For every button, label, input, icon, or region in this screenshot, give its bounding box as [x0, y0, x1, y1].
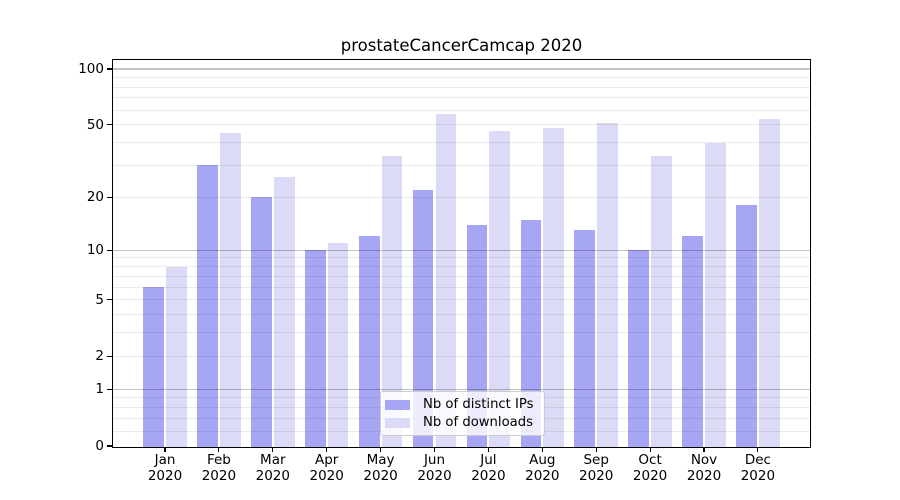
x-tick-label: Oct 2020: [620, 452, 680, 485]
legend-label-distinct-ips: Nb of distinct IPs: [423, 397, 534, 412]
x-tick-month: May: [366, 451, 395, 468]
bar-distinct-ips-feb: [197, 165, 218, 447]
y-tick-label: 50: [86, 116, 104, 133]
x-tick-year: 2020: [363, 468, 398, 484]
x-tick-label: Jan 2020: [135, 452, 195, 485]
x-tick-year: 2020: [147, 468, 183, 484]
x-tick-mark: [649, 447, 651, 452]
legend-swatch-distinct-ips: [385, 399, 410, 410]
bars-layer: [113, 60, 810, 447]
x-tick-mark: [164, 447, 166, 452]
x-tick-mark: [326, 447, 328, 452]
x-tick-label: Jun 2020: [405, 452, 465, 485]
y-tick-label: 2: [95, 348, 104, 365]
plot-area: Nb of distinct IPs Nb of downloads: [112, 59, 811, 448]
x-tick-month: Dec: [744, 451, 771, 468]
x-tick-year: 2020: [525, 468, 560, 484]
x-tick-label: Jul 2020: [458, 452, 518, 485]
bar-downloads-oct: [651, 155, 672, 447]
bar-downloads-may: [381, 155, 403, 447]
legend: Nb of distinct IPs Nb of downloads: [380, 391, 545, 436]
x-tick-label: Mar 2020: [243, 452, 303, 485]
x-tick-label: Sep 2020: [566, 452, 626, 485]
x-tick-month: Sep: [583, 451, 609, 468]
x-tick-label: Dec 2020: [728, 452, 788, 485]
bar-downloads-apr: [327, 243, 349, 447]
x-tick-mark: [218, 447, 220, 452]
x-tick-label: Apr 2020: [297, 452, 357, 485]
x-tick-month: Apr: [315, 451, 339, 468]
bar-distinct-ips-apr: [304, 250, 326, 447]
x-tick-mark: [380, 447, 382, 452]
y-tick-mark: [107, 68, 113, 70]
x-tick-month: Jan: [154, 451, 176, 468]
x-tick-mark: [433, 447, 436, 452]
bar-distinct-ips-jun: [412, 189, 434, 447]
bar-distinct-ips-oct: [628, 250, 650, 447]
y-tick-mark: [107, 196, 113, 198]
x-tick-mark: [757, 447, 759, 452]
x-tick-month: Nov: [690, 451, 718, 468]
x-tick-label: Feb 2020: [189, 452, 249, 485]
legend-label-downloads: Nb of downloads: [423, 415, 533, 430]
bar-downloads-nov: [705, 142, 726, 447]
x-tick-year: 2020: [309, 468, 344, 484]
x-tick-month: Aug: [529, 451, 556, 468]
legend-row: Nb of downloads: [385, 415, 540, 430]
y-tick-mark: [107, 249, 113, 251]
bar-downloads-jan: [166, 266, 187, 447]
x-tick-year: 2020: [632, 468, 668, 484]
x-tick-mark: [541, 447, 543, 452]
y-tick-mark: [107, 299, 113, 301]
bar-distinct-ips-aug: [520, 219, 542, 447]
legend-swatch-downloads: [385, 417, 410, 428]
x-tick-year: 2020: [686, 468, 722, 484]
bar-downloads-mar: [273, 176, 295, 447]
chart-title: prostateCancerCamcap 2020: [340, 36, 583, 55]
bar-downloads-feb: [219, 133, 241, 447]
y-tick-label: 1: [95, 381, 104, 398]
bar-downloads-jun: [435, 114, 457, 447]
y-tick-mark: [107, 355, 113, 357]
bar-distinct-ips-sep: [574, 230, 596, 447]
x-tick-month: Jun: [423, 451, 446, 468]
x-tick-label: Aug 2020: [512, 452, 572, 485]
y-tick-label: 100: [78, 60, 104, 77]
y-tick-mark: [107, 445, 113, 447]
bar-distinct-ips-mar: [251, 197, 272, 447]
y-tick-label: 10: [86, 242, 104, 259]
x-tick-mark: [272, 447, 274, 452]
bar-downloads-sep: [597, 123, 618, 447]
x-tick-mark: [703, 447, 705, 452]
x-tick-year: 2020: [417, 468, 452, 484]
x-tick-mark: [595, 447, 597, 452]
x-tick-year: 2020: [201, 468, 237, 484]
bar-distinct-ips-dec: [736, 205, 757, 447]
bar-downloads-aug: [543, 128, 565, 447]
x-tick-month: Oct: [638, 451, 662, 468]
x-tick-label: Nov 2020: [674, 452, 734, 485]
x-tick-year: 2020: [255, 468, 290, 484]
x-tick-month: Feb: [206, 451, 231, 468]
x-tick-month: Mar: [260, 451, 286, 468]
y-tick-label: 5: [95, 291, 104, 308]
x-tick-mark: [487, 447, 489, 452]
x-tick-year: 2020: [740, 468, 776, 484]
y-tick-mark: [107, 388, 113, 390]
bar-distinct-ips-nov: [682, 236, 703, 447]
bar-downloads-jul: [489, 131, 511, 447]
x-tick-label: May 2020: [351, 452, 411, 485]
y-tick-mark: [107, 124, 113, 126]
x-tick-month: Jul: [480, 451, 497, 468]
bar-downloads-dec: [758, 118, 780, 447]
legend-row: Nb of distinct IPs: [385, 397, 540, 412]
y-tick-label: 0: [95, 438, 104, 454]
x-tick-year: 2020: [471, 468, 506, 484]
bar-distinct-ips-may: [358, 236, 380, 447]
x-tick-year: 2020: [579, 468, 614, 484]
y-tick-label: 20: [86, 189, 104, 206]
bar-distinct-ips-jan: [143, 287, 164, 447]
